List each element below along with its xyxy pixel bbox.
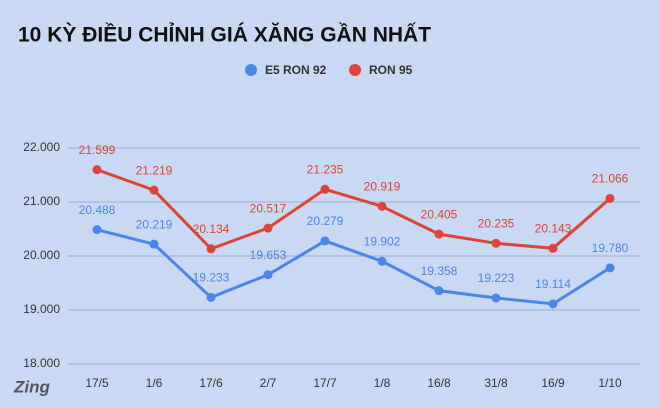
point	[377, 201, 387, 211]
y-tick-label: 18.000	[23, 356, 60, 370]
data-label: 19.653	[250, 248, 287, 262]
point	[206, 292, 216, 302]
data-label: 19.358	[421, 264, 458, 278]
data-label: 20.235	[478, 216, 515, 230]
y-tick-label: 22.000	[23, 140, 60, 154]
point	[434, 229, 444, 239]
legend-marker	[245, 64, 257, 76]
series-line	[96, 228, 611, 306]
data-label: 20.488	[79, 203, 116, 217]
data-label: 20.279	[307, 214, 344, 228]
legend-label: E5 RON 92	[265, 63, 327, 77]
data-label: 19.780	[592, 241, 629, 255]
data-label: 20.405	[421, 207, 458, 221]
point	[491, 293, 501, 303]
point	[263, 270, 273, 280]
y-tick-label: 19.000	[23, 302, 60, 316]
data-label: 21.219	[136, 163, 173, 177]
data-label: 20.919	[364, 180, 401, 194]
data-label: 20.143	[535, 221, 572, 235]
x-tick-label: 1/10	[598, 376, 622, 390]
point	[605, 263, 615, 273]
data-label: 21.066	[592, 172, 629, 186]
data-label: 19.223	[478, 271, 515, 285]
y-tick-label: 21.000	[23, 194, 60, 208]
x-tick-label: 1/6	[146, 376, 163, 390]
point	[320, 236, 330, 246]
logo: Zing	[13, 377, 50, 396]
x-tick-label: 17/7	[313, 376, 337, 390]
data-label: 21.235	[307, 162, 344, 176]
point	[434, 286, 444, 296]
point	[548, 243, 558, 253]
data-label: 19.902	[364, 234, 401, 248]
point	[491, 238, 501, 248]
y-tick-label: 20.000	[23, 248, 60, 262]
point	[263, 223, 273, 233]
series-line	[96, 168, 611, 251]
point	[206, 244, 216, 254]
point	[320, 184, 330, 194]
x-tick-label: 2/7	[260, 376, 277, 390]
point	[92, 225, 102, 235]
data-label: 20.219	[136, 217, 173, 231]
data-label: 19.233	[193, 271, 230, 285]
legend-marker	[349, 64, 361, 76]
x-tick-label: 1/8	[374, 376, 391, 390]
x-tick-label: 16/9	[541, 376, 565, 390]
legend-label: RON 95	[369, 63, 413, 77]
point	[377, 256, 387, 266]
point	[149, 185, 159, 195]
data-label: 19.114	[535, 277, 571, 291]
x-tick-label: 31/8	[484, 376, 508, 390]
point	[92, 165, 102, 175]
data-label: 20.134	[193, 222, 230, 236]
x-tick-label: 16/8	[427, 376, 451, 390]
x-tick-label: 17/5	[85, 376, 109, 390]
point	[149, 239, 159, 249]
point	[605, 193, 615, 203]
data-label: 21.599	[79, 143, 116, 157]
x-tick-label: 17/6	[199, 376, 223, 390]
chart-title: 10 KỲ ĐIỀU CHỈNH GIÁ XĂNG GẦN NHẤT	[18, 23, 431, 47]
data-label: 20.517	[250, 201, 287, 215]
point	[548, 299, 558, 309]
